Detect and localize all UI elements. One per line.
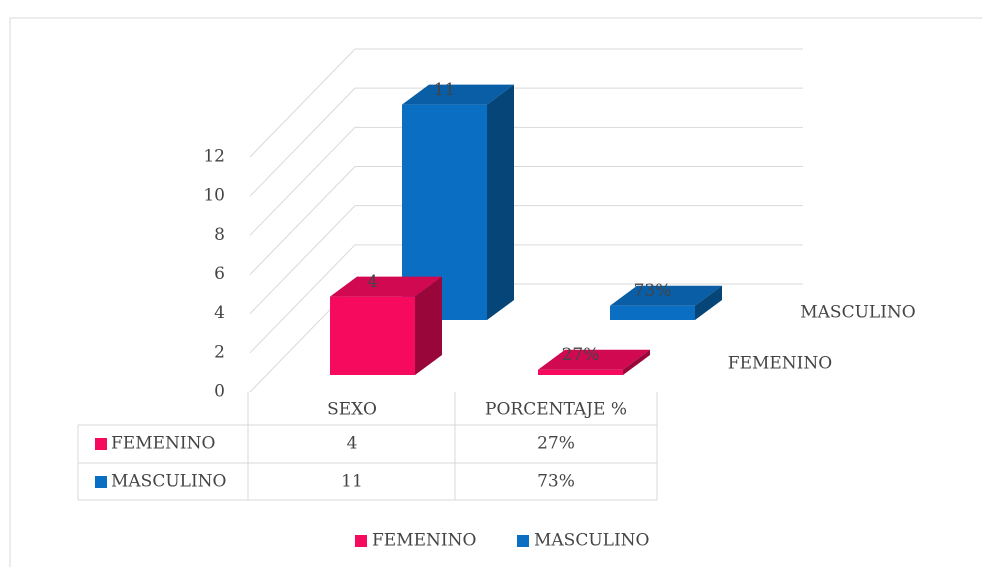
grid-line [249,87,803,197]
table-legend-key [95,438,107,450]
legend-key [355,535,367,547]
data-label: 11 [434,80,456,100]
legend-key [517,535,529,547]
bar-face [538,349,650,370]
table-cell: 4 [347,434,358,454]
bar [610,285,722,320]
y-tick-label: 8 [214,225,225,245]
bar-face [415,276,442,375]
table-row-label: FEMENINO [111,434,215,454]
depth-label: FEMENINO [728,354,832,374]
grid-line [249,205,803,315]
data-label: 73% [634,281,672,301]
bar-face [695,285,722,320]
bar [538,349,650,375]
y-tick-label: 12 [203,147,225,167]
table-row-label: MASCULINO [111,472,226,492]
bar [330,276,442,375]
grid-line [249,48,803,158]
table-legend-key [95,476,107,488]
bar-face [610,305,695,320]
y-tick-label: 2 [214,342,225,362]
bar-face [623,349,650,375]
y-tick-label: 10 [203,186,225,206]
y-tick-label: 0 [214,382,225,402]
depth-label: MASCULINO [800,303,915,323]
grid-line [249,244,803,354]
legend-label: MASCULINO [534,531,649,551]
x-tick-label: PORCENTAJE % [485,400,627,420]
bar-face [402,84,514,105]
y-tick-label: 4 [214,303,225,323]
bar [402,84,514,320]
bar-face [538,369,623,375]
y-tick-label: 6 [214,264,225,284]
bar-face [610,285,722,306]
data-label: 27% [562,345,600,365]
bar-face [330,296,415,375]
x-tick-label: SEXO [327,400,377,420]
table-cell: 27% [537,434,575,454]
data-label: 4 [367,272,378,292]
chart-border [9,17,982,567]
legend-label: FEMENINO [372,531,476,551]
bar-face [487,84,514,320]
grid-line [249,126,803,236]
table-cell: 11 [341,472,363,492]
bar-face [402,104,487,320]
bar-face [330,276,442,297]
grid-line [249,166,803,275]
table-cell: 73% [537,472,575,492]
